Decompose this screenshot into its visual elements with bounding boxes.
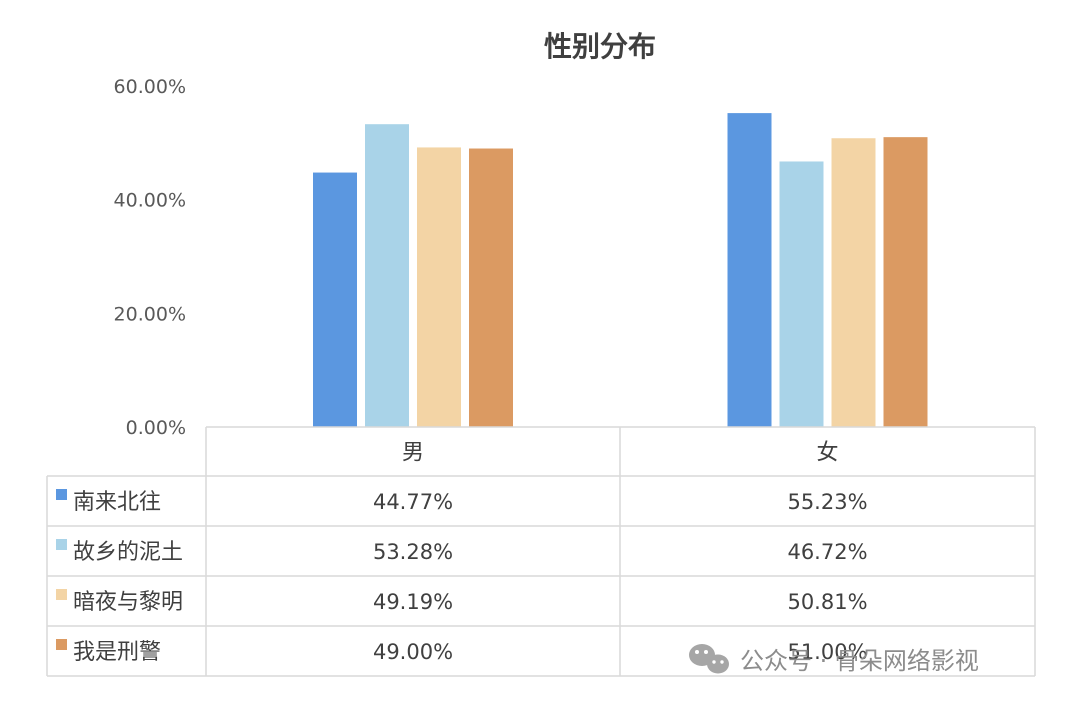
data-label: 51.00% [787, 640, 867, 664]
bar [831, 138, 876, 427]
y-tick-label: 0.00% [126, 417, 186, 439]
legend-swatch [56, 589, 67, 600]
data-label: 49.19% [373, 590, 453, 614]
chart-title: 性别分布 [544, 30, 656, 63]
y-tick-label: 20.00% [114, 303, 186, 325]
y-axis: 0.00% 20.00% 40.00% 60.00% [114, 76, 186, 439]
y-tick-label: 40.00% [114, 190, 186, 212]
data-label: 50.81% [787, 590, 867, 614]
data-label: 49.00% [373, 640, 453, 664]
bar [883, 137, 928, 427]
legend-swatch [56, 539, 67, 550]
bar [313, 172, 357, 427]
data-label: 46.72% [787, 540, 867, 564]
bar [417, 147, 461, 427]
bar [469, 148, 513, 427]
series-label: 故乡的泥土 [73, 540, 183, 565]
category-label: 男 [402, 441, 424, 466]
legend-swatch [56, 639, 67, 650]
bar [365, 124, 409, 427]
bar [727, 113, 772, 427]
legend-swatch [56, 489, 67, 500]
series-label: 暗夜与黎明 [73, 590, 183, 615]
watermark-text: 公众号 · 骨朵网络影视 [740, 647, 979, 675]
y-tick-label: 60.00% [114, 76, 186, 98]
data-label: 55.23% [787, 490, 867, 514]
series-label: 我是刑警 [73, 640, 161, 665]
watermark: 公众号 · 骨朵网络影视 [689, 644, 979, 675]
wechat-icon [689, 644, 729, 674]
bar [779, 161, 824, 427]
bars [313, 113, 928, 427]
series-label: 南来北往 [73, 490, 161, 515]
data-label: 44.77% [373, 490, 453, 514]
category-label: 女 [816, 441, 838, 466]
data-label: 53.28% [373, 540, 453, 564]
